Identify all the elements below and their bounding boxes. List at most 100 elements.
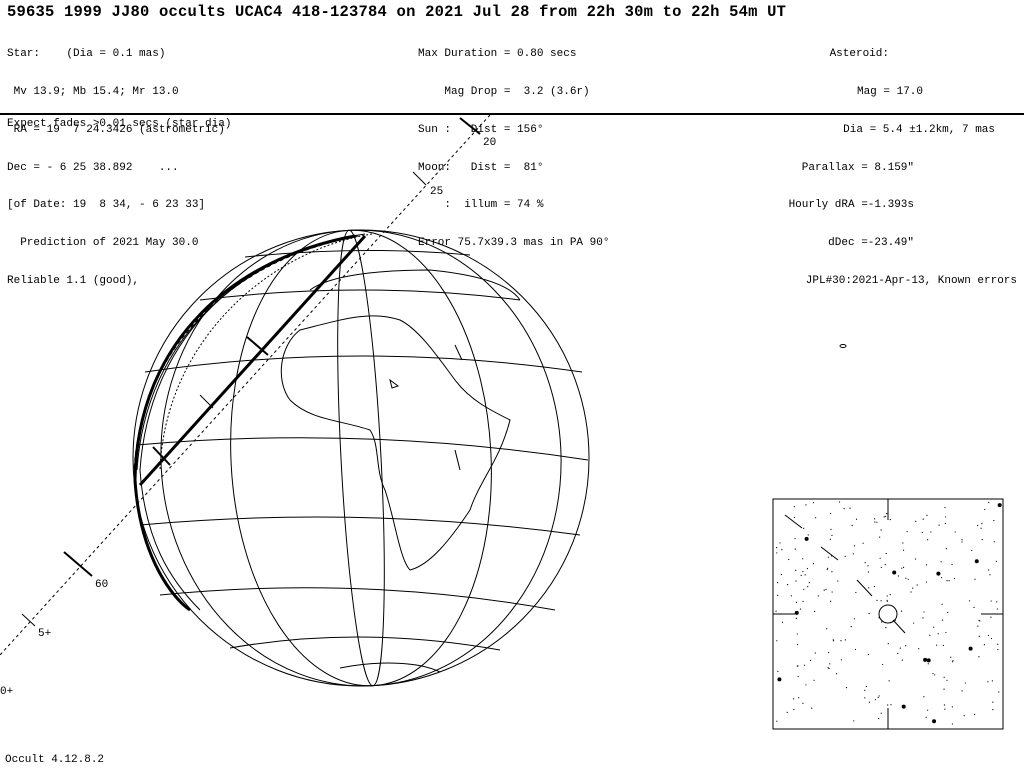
field-star	[971, 549, 973, 552]
field-star	[910, 591, 912, 593]
field-star	[849, 507, 851, 509]
field-star	[968, 646, 973, 651]
field-star	[855, 591, 857, 594]
field-star	[990, 616, 992, 618]
field-star	[915, 520, 917, 522]
field-star	[945, 548, 947, 550]
field-star	[987, 634, 990, 637]
field-star	[952, 659, 954, 662]
field-star	[997, 503, 1002, 508]
field-star	[978, 635, 980, 637]
field-star	[940, 561, 942, 563]
field-star	[923, 657, 928, 662]
field-star	[925, 716, 927, 718]
field-star	[897, 575, 900, 577]
meridians	[160, 229, 562, 687]
asteroid-line: Dia = 5.4 ±1.2km, 7 mas	[829, 123, 995, 136]
field-star	[990, 600, 992, 602]
field-star	[879, 536, 881, 538]
time-tick	[412, 171, 427, 186]
field-star	[794, 548, 796, 550]
asteroid-line: Mag = 17.0	[843, 85, 923, 98]
field-star	[923, 696, 925, 698]
field-star	[948, 580, 950, 582]
field-star	[987, 681, 989, 683]
field-star	[812, 502, 815, 504]
field-star	[941, 603, 943, 605]
field-star	[984, 508, 986, 511]
field-star	[937, 633, 939, 635]
field-star	[993, 541, 995, 543]
time-tick	[199, 394, 214, 409]
field-star	[973, 606, 975, 609]
field-star	[879, 557, 881, 559]
field-star	[906, 530, 908, 533]
field-star	[876, 599, 878, 602]
field-star	[776, 720, 778, 722]
field-star	[998, 691, 1000, 693]
field-star	[988, 501, 990, 504]
field-star	[932, 719, 937, 724]
field-star	[874, 699, 877, 701]
field-star	[874, 521, 876, 523]
field-star	[936, 571, 941, 576]
field-star	[902, 542, 904, 544]
field-star	[880, 566, 882, 569]
field-star	[963, 715, 965, 717]
field-star	[905, 577, 907, 579]
field-star	[880, 621, 883, 623]
field-star	[932, 672, 934, 675]
field-star	[983, 644, 985, 646]
field-star	[808, 582, 810, 584]
field-star	[878, 617, 880, 619]
central-line	[0, 114, 491, 656]
field-star	[844, 639, 846, 641]
field-star	[964, 682, 966, 684]
asteroid-line: Parallax = 8.159"	[801, 161, 914, 174]
field-star	[945, 631, 947, 634]
field-star	[901, 567, 903, 569]
field-star	[853, 720, 855, 722]
field-star	[795, 601, 798, 603]
field-star	[803, 664, 806, 666]
field-star	[894, 619, 896, 621]
field-star	[892, 570, 897, 575]
asteroid-line: Asteroid:	[829, 48, 889, 61]
field-star	[951, 563, 953, 566]
field-star	[991, 680, 993, 682]
time-label: 0+	[0, 686, 13, 698]
star-line: RA = 19 7 24.3426 (astrometric)	[7, 123, 225, 136]
field-star	[921, 531, 923, 534]
field-star	[781, 549, 783, 551]
field-star	[950, 656, 952, 658]
time-tick	[152, 446, 171, 466]
field-star	[916, 584, 918, 586]
field-star	[935, 644, 938, 646]
field-star	[885, 627, 887, 629]
field-star	[961, 690, 963, 692]
field-star	[811, 707, 813, 709]
field-star	[929, 634, 931, 636]
field-star	[823, 589, 825, 591]
field-star	[776, 640, 778, 642]
field-star	[883, 516, 885, 518]
field-star	[951, 706, 953, 708]
time-tick	[21, 613, 36, 627]
time-tick	[459, 117, 481, 135]
field-star	[805, 684, 807, 686]
star-line: Reliable 1.1 (good),	[7, 274, 140, 287]
field-star	[804, 574, 806, 576]
fade-note: Expect fades >0.01 secs (star dia)	[7, 118, 232, 130]
field-star	[868, 612, 870, 615]
field-star	[886, 600, 888, 602]
field-star	[831, 591, 833, 593]
field-star	[943, 676, 945, 678]
star-chart	[772, 498, 1004, 730]
field-star	[880, 712, 882, 714]
field-star	[797, 665, 799, 667]
field-star	[952, 661, 954, 663]
time-label: 60	[95, 579, 108, 591]
field-star	[837, 580, 839, 582]
field-star	[946, 679, 948, 681]
field-star	[838, 501, 841, 503]
